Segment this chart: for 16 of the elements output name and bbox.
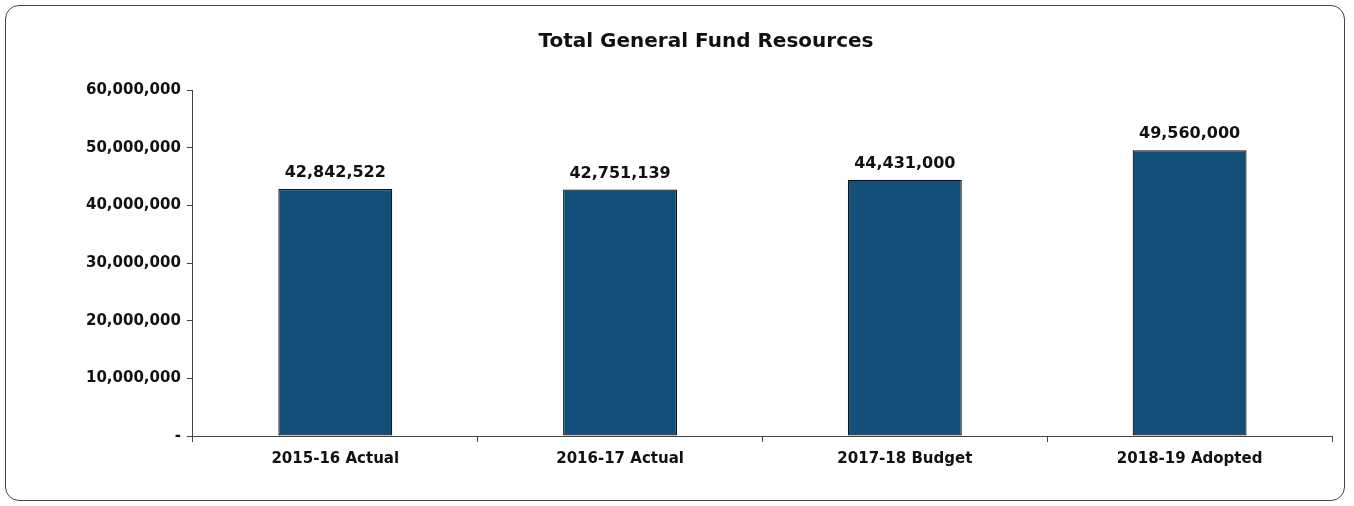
- data-label: 49,560,000: [1139, 123, 1241, 143]
- x-tick-label: 2016-17 Actual: [556, 448, 684, 467]
- data-label: 42,751,139: [569, 162, 671, 182]
- x-tick-label: 2018-19 Adopted: [1116, 448, 1263, 467]
- y-tick-label: 30,000,000: [85, 252, 181, 271]
- y-tick-label: 60,000,000: [85, 79, 181, 98]
- data-label: 44,431,000: [854, 152, 956, 172]
- y-tick-label: -: [174, 425, 181, 444]
- y-tick-label: 50,000,000: [85, 137, 181, 156]
- y-tick-label: 10,000,000: [85, 368, 181, 387]
- chart-title: Total General Fund Resources: [538, 28, 874, 53]
- x-tick-label: 2015-16 Actual: [271, 448, 400, 467]
- y-tick-label: 20,000,000: [85, 310, 181, 329]
- x-tick-label: 2017-18 Budget: [837, 448, 973, 467]
- data-label: 42,842,522: [284, 162, 386, 182]
- y-tick-label: 40,000,000: [85, 195, 181, 214]
